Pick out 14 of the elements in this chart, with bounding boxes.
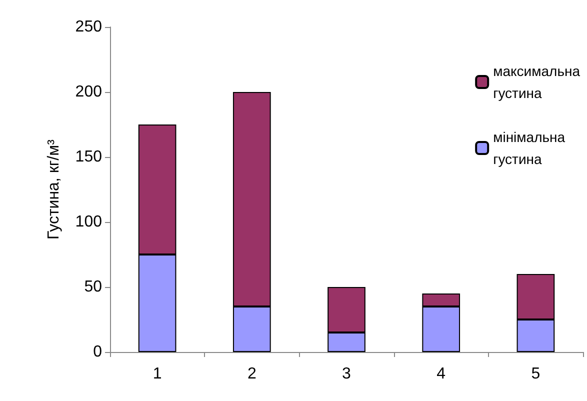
y-tick-label: 200 bbox=[75, 84, 102, 100]
legend-label: максимальна густина bbox=[493, 63, 580, 101]
y-axis-title: Густина, кг/м³ bbox=[46, 138, 62, 240]
y-tick-label: 250 bbox=[75, 18, 102, 36]
y-tick-label: 150 bbox=[75, 148, 102, 166]
y-tick-label: 50 bbox=[84, 278, 102, 296]
y-tick-label: 100 bbox=[75, 214, 102, 230]
x-tick-label: 4 bbox=[436, 366, 446, 382]
legend-label: мінімальна густина bbox=[493, 129, 566, 167]
x-tick-label: 2 bbox=[247, 366, 256, 382]
x-tick-label: 1 bbox=[152, 366, 162, 382]
x-tick-label: 3 bbox=[342, 366, 352, 382]
x-tick-label: 5 bbox=[531, 366, 540, 382]
y-tick-label: 0 bbox=[93, 344, 102, 360]
